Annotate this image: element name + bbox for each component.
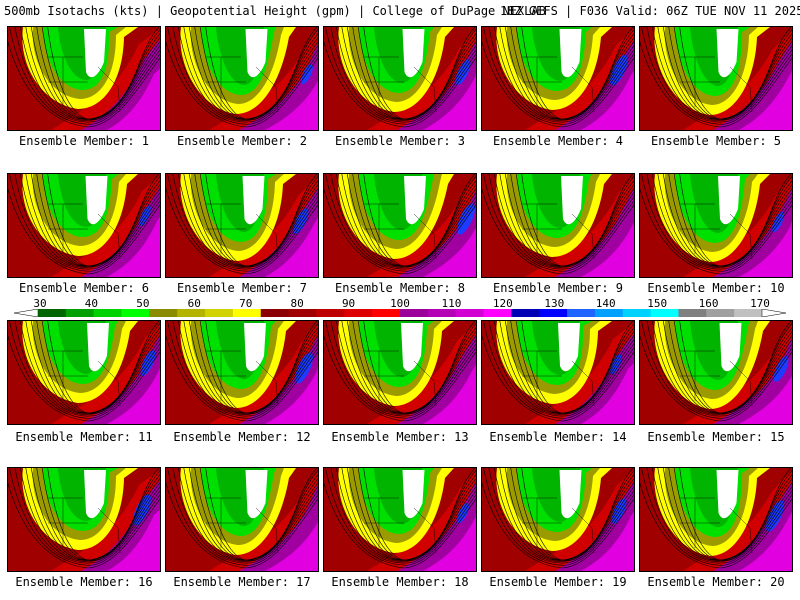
ensemble-member-label: Ensemble Member: 4 (492, 134, 624, 148)
ensemble-member-label: Ensemble Member: 17 (173, 575, 311, 589)
colorbar-swatch (427, 309, 457, 317)
colorbar-swatch (678, 309, 707, 317)
colorbar-swatch (260, 309, 290, 317)
colorbar-tick-label: 60 (187, 297, 201, 310)
colorbar-tick-label: 40 (84, 297, 99, 310)
colorbar-swatch (400, 309, 429, 317)
ensemble-map-panel (481, 173, 635, 278)
ensemble-member-label: Ensemble Member: 18 (331, 575, 469, 589)
ensemble-member-label: Ensemble Member: 6 (18, 281, 150, 295)
ensemble-member-label: Ensemble Member: 8 (334, 281, 466, 295)
ensemble-member-label: Ensemble Member: 5 (650, 134, 782, 148)
colorbar-swatch (288, 309, 317, 317)
ensemble-member-label: Ensemble Member: 14 (489, 430, 627, 444)
colorbar-min-arrow (14, 309, 39, 317)
colorbar-swatch (93, 309, 123, 317)
ensemble-map-panel (7, 173, 161, 278)
colorbar-swatch (455, 309, 485, 317)
colorbar-swatch (734, 309, 763, 317)
colorbar-swatch (567, 309, 596, 317)
ensemble-map-panel (323, 467, 477, 572)
ensemble-map-panel (165, 26, 319, 131)
colorbar-tick-label: 170 (750, 297, 770, 310)
ensemble-map-panel (7, 26, 161, 131)
ensemble-map-panel (323, 320, 477, 425)
colorbar-swatch (121, 309, 150, 317)
ensemble-map-panel (7, 320, 161, 425)
colorbar-swatch (706, 309, 735, 317)
colorbar-max-arrow (761, 309, 786, 317)
ensemble-member-label: Ensemble Member: 13 (331, 430, 469, 444)
ensemble-map-panel (165, 173, 319, 278)
colorbar-swatch (650, 309, 679, 317)
colorbar-swatch (149, 309, 178, 317)
colorbar-tick-label: 90 (341, 297, 356, 310)
ensemble-map-panel (7, 467, 161, 572)
colorbar-swatch (65, 309, 95, 317)
colorbar-tick-label: 80 (290, 297, 304, 310)
ensemble-member-label: Ensemble Member: 16 (15, 575, 153, 589)
colorbar-tick-label: 160 (698, 297, 719, 310)
header-title: 500mb Isotachs (kts) | Geopotential Heig… (4, 4, 546, 18)
ensemble-map-panel (639, 26, 793, 131)
ensemble-map-panel (323, 26, 477, 131)
ensemble-map-panel (165, 467, 319, 572)
ensemble-map-panel (165, 320, 319, 425)
ensemble-map-panel (639, 467, 793, 572)
ensemble-member-label: Ensemble Member: 9 (492, 281, 624, 295)
colorbar-swatch (232, 309, 262, 317)
ensemble-member-label: Ensemble Member: 20 (647, 575, 785, 589)
colorbar-tick-label: 120 (492, 297, 513, 310)
ensemble-member-label: Ensemble Member: 3 (334, 134, 466, 148)
ensemble-map-panel (639, 320, 793, 425)
colorbar-swatch (539, 309, 568, 317)
colorbar-swatch (594, 309, 624, 317)
colorbar-swatch (483, 309, 512, 317)
ensemble-map-panel (639, 173, 793, 278)
ensemble-member-label: Ensemble Member: 12 (173, 430, 311, 444)
ensemble-map-panel (323, 173, 477, 278)
colorbar-tick-label: 140 (595, 297, 616, 310)
map-header: 500mb Isotachs (kts) | Geopotential Heig… (4, 4, 800, 22)
ensemble-map-panel (481, 26, 635, 131)
colorbar-swatch (372, 309, 401, 317)
colorbar-swatch (511, 309, 540, 317)
colorbar-swatch (38, 309, 67, 317)
colorbar-tick-label: 110 (441, 297, 462, 310)
colorbar-tick-label: 50 (136, 297, 150, 310)
ensemble-member-label: Ensemble Member: 2 (176, 134, 308, 148)
ensemble-member-label: Ensemble Member: 11 (15, 430, 153, 444)
ensemble-member-label: Ensemble Member: 19 (489, 575, 627, 589)
ensemble-member-label: Ensemble Member: 10 (647, 281, 785, 295)
ensemble-member-label: Ensemble Member: 15 (647, 430, 785, 444)
colorbar-swatch (316, 309, 345, 317)
colorbar-tick-label: 150 (647, 297, 668, 310)
colorbar-swatch (622, 309, 652, 317)
ensemble-map-panel (481, 320, 635, 425)
colorbar-tick-label: 70 (239, 297, 253, 310)
ensemble-member-label: Ensemble Member: 1 (18, 134, 150, 148)
header-run-info: 18Z GEFS | F036 Valid: 06Z TUE NOV 11 20… (500, 4, 800, 18)
colorbar-tick-label: 130 (544, 297, 565, 310)
colorbar-swatch (177, 309, 206, 317)
ensemble-member-label: Ensemble Member: 7 (176, 281, 308, 295)
colorbar-swatch (205, 309, 234, 317)
colorbar (14, 309, 786, 317)
colorbar-swatch (344, 309, 373, 317)
colorbar-tick-label: 30 (33, 297, 47, 310)
colorbar-tick-label: 100 (390, 297, 410, 310)
ensemble-map-panel (481, 467, 635, 572)
